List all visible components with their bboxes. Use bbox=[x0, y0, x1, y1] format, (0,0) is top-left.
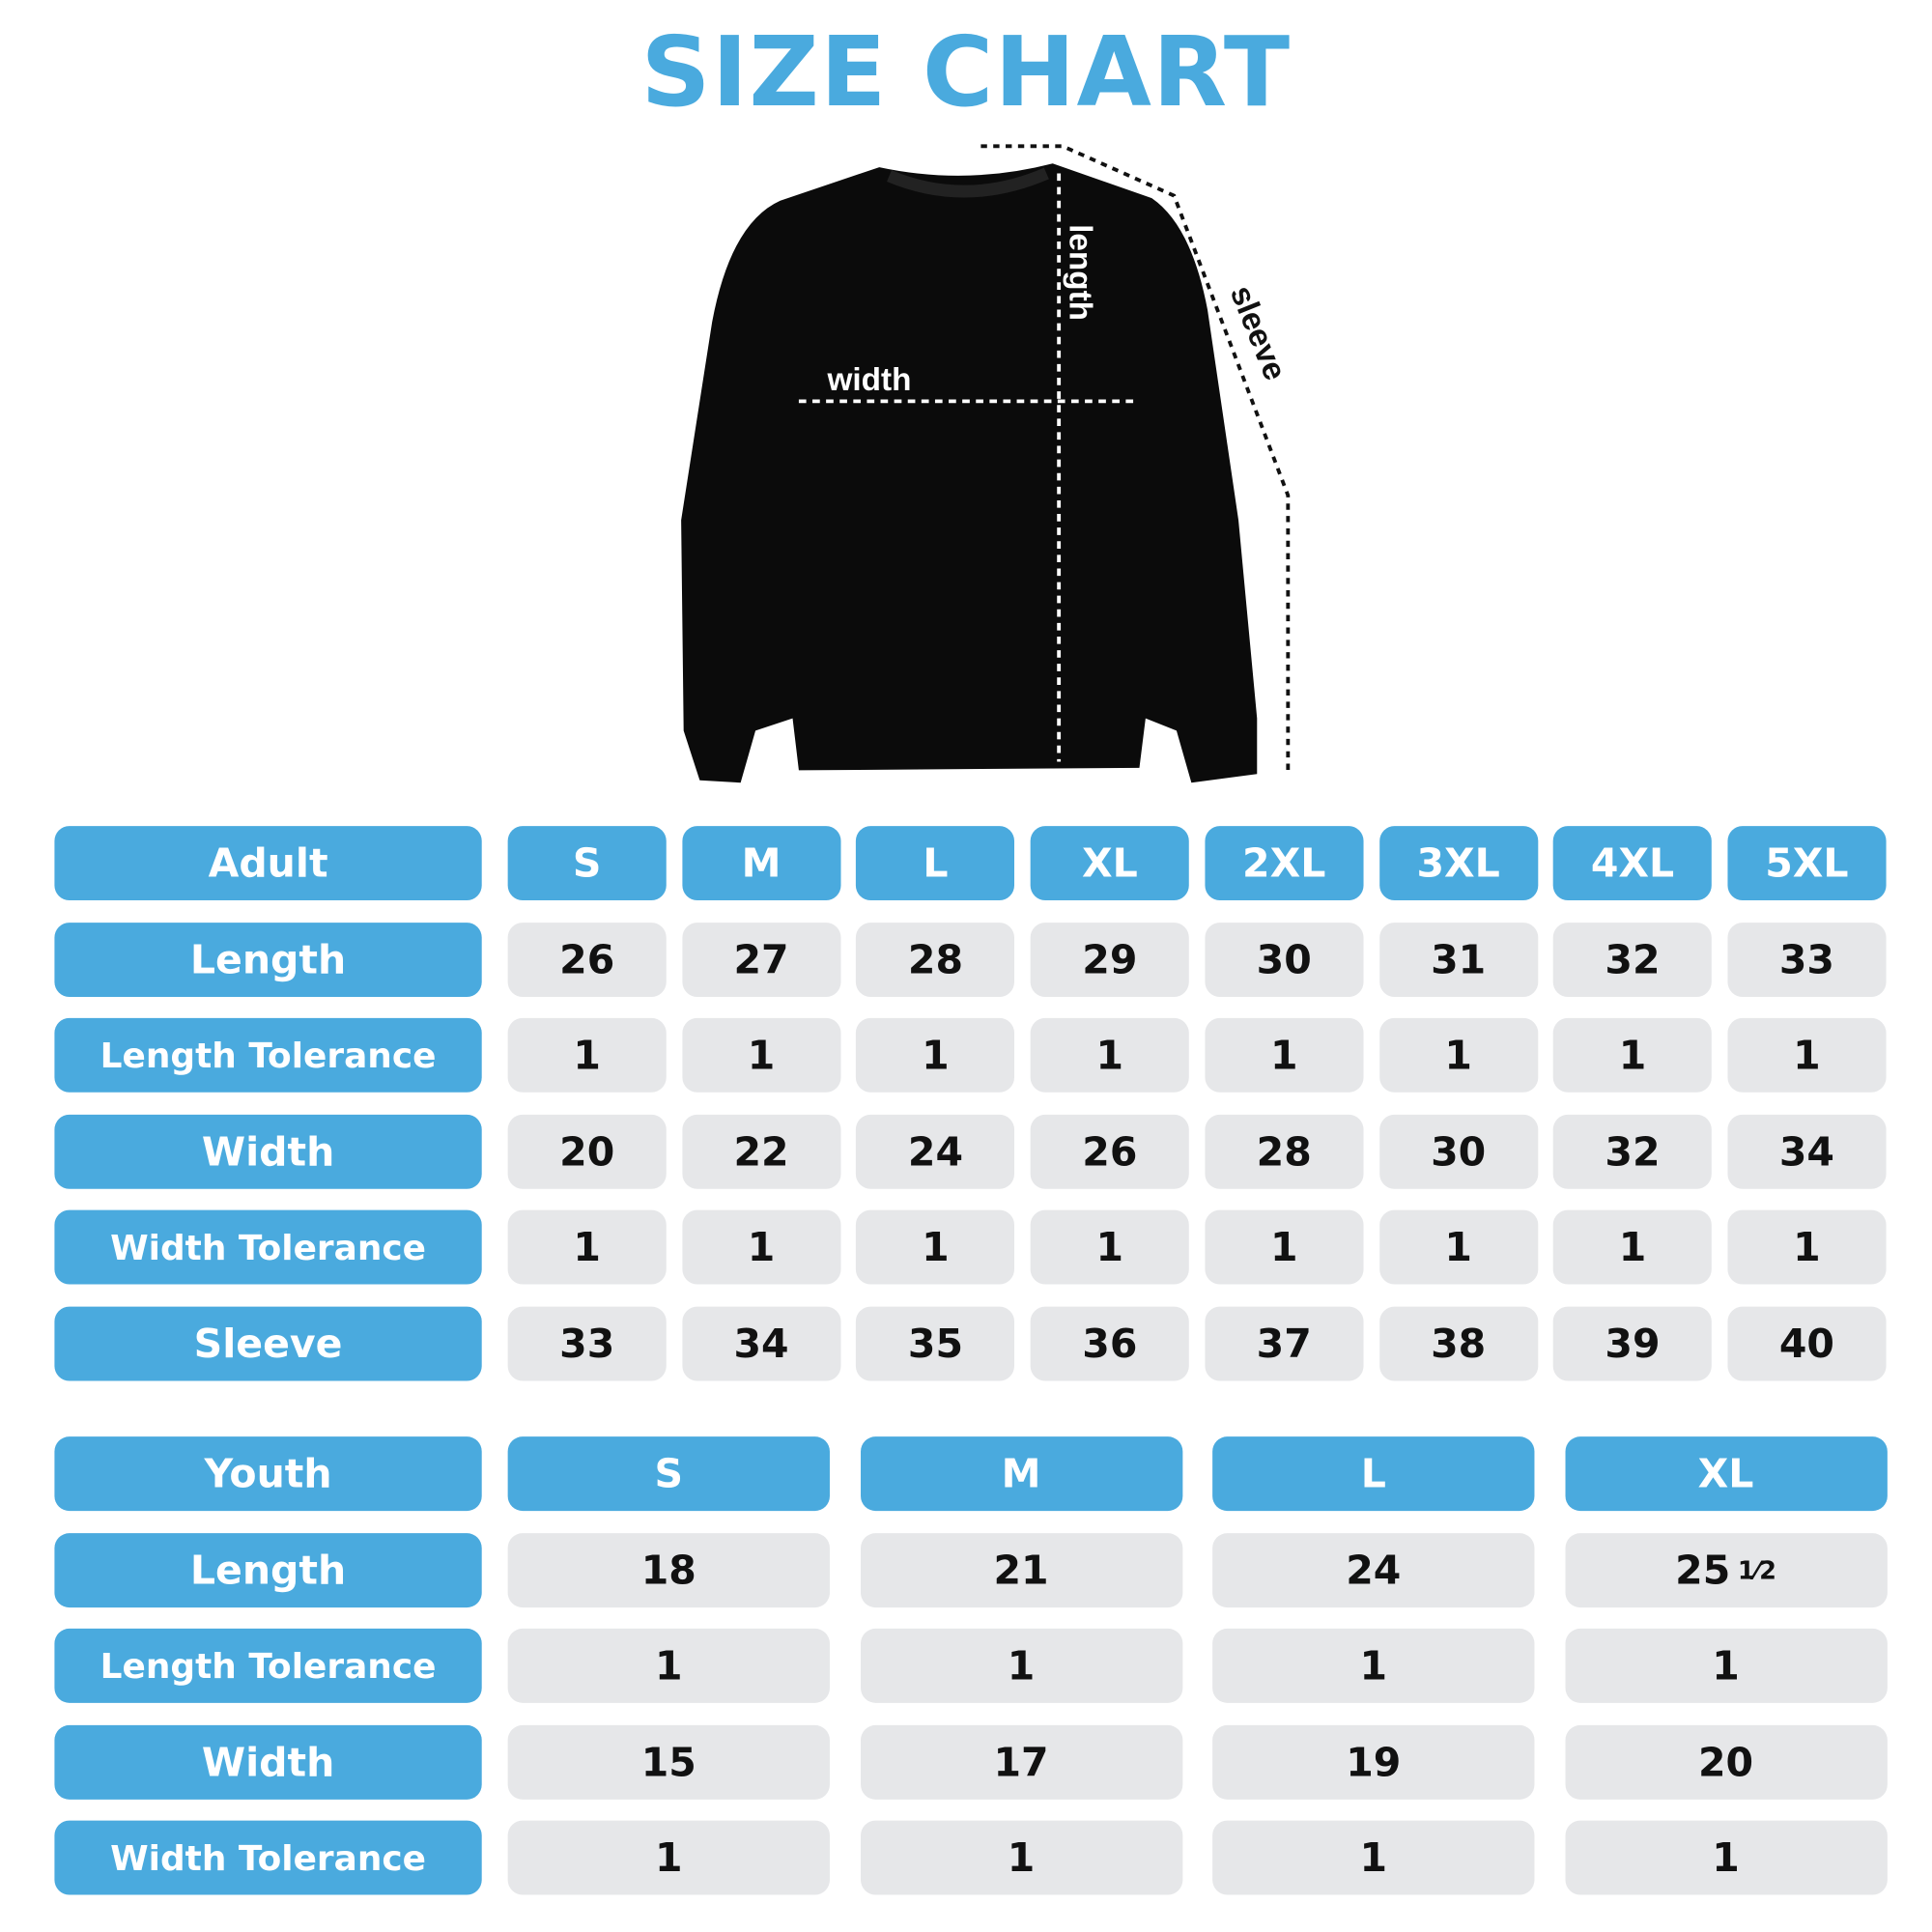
fraction-part: 25 bbox=[1675, 1546, 1731, 1594]
table-cell: 1 bbox=[507, 1210, 667, 1285]
table-cell: 1 bbox=[860, 1821, 1182, 1896]
table-cell: 33 bbox=[1727, 922, 1887, 997]
table-cell: 1 bbox=[1205, 1210, 1364, 1285]
size-header: L bbox=[856, 826, 1015, 901]
table-cell: 1 bbox=[1205, 1018, 1364, 1094]
table-cell: 30 bbox=[1205, 922, 1364, 997]
table-cell: 31 bbox=[1378, 922, 1538, 997]
table-cell: 1 bbox=[1564, 1821, 1888, 1896]
table-cell: 39 bbox=[1552, 1306, 1713, 1381]
row-label: Length bbox=[54, 1532, 482, 1607]
sleeve-label: sleeve bbox=[1223, 281, 1293, 385]
row-label: Sleeve bbox=[54, 1306, 482, 1381]
length-label: length bbox=[1063, 224, 1098, 321]
table-cell: 24 bbox=[1212, 1532, 1535, 1607]
table-cell: 15 bbox=[507, 1724, 830, 1800]
size-header: 4XL bbox=[1552, 826, 1713, 901]
table-cell: 1 bbox=[1564, 1629, 1888, 1704]
table-cell: 1 bbox=[1552, 1018, 1713, 1094]
table-cell: 27 bbox=[682, 922, 841, 997]
table-cell: 26 bbox=[507, 922, 667, 997]
table-cell: 1 bbox=[507, 1821, 830, 1896]
table-cell: 30 bbox=[1378, 1114, 1538, 1189]
table-cell: 1 bbox=[1378, 1210, 1538, 1285]
table-cell: 34 bbox=[682, 1306, 841, 1381]
table-cell: 28 bbox=[1205, 1114, 1364, 1189]
table-cell: 1 bbox=[856, 1210, 1015, 1285]
size-header: 2XL bbox=[1205, 826, 1364, 901]
table-cell: 29 bbox=[1030, 922, 1189, 997]
table-cell: 17 bbox=[860, 1724, 1182, 1800]
table-cell: 21 bbox=[860, 1532, 1182, 1607]
table-cell: 25 1 ⁄ 2 bbox=[1564, 1532, 1888, 1607]
table-cell: 1 bbox=[1212, 1821, 1535, 1896]
table-cell: 36 bbox=[1030, 1306, 1189, 1381]
table-cell: 18 bbox=[507, 1532, 830, 1607]
table-cell: 20 bbox=[507, 1114, 667, 1189]
row-label: Length bbox=[54, 922, 482, 997]
title: SIZE CHART bbox=[640, 16, 1292, 129]
row-label: Length Tolerance bbox=[54, 1629, 482, 1704]
row-label: Width Tolerance bbox=[54, 1821, 482, 1896]
sweater-diagram: width length sleeve bbox=[681, 144, 1293, 783]
row-label: Width bbox=[54, 1114, 482, 1189]
table-cell: 1 bbox=[1727, 1018, 1887, 1094]
size-header: S bbox=[507, 1436, 830, 1512]
table-cell: 32 bbox=[1552, 922, 1713, 997]
table-cell: 1 bbox=[682, 1018, 841, 1094]
sleeve-line bbox=[980, 144, 1291, 775]
table-cell: 1 bbox=[1212, 1629, 1535, 1704]
size-header: 3XL bbox=[1378, 826, 1538, 901]
table-cell: 40 bbox=[1727, 1306, 1887, 1381]
table-cell: 1 bbox=[1030, 1210, 1189, 1285]
table-cell: 32 bbox=[1552, 1114, 1713, 1189]
table-cell: 26 bbox=[1030, 1114, 1189, 1189]
size-header: M bbox=[860, 1436, 1182, 1512]
sweater bbox=[681, 163, 1258, 783]
collar bbox=[887, 167, 1049, 198]
size-header: M bbox=[682, 826, 841, 901]
table-heading: Adult bbox=[54, 826, 482, 901]
table-cell: 33 bbox=[507, 1306, 667, 1381]
table-cell: 19 bbox=[1212, 1724, 1535, 1800]
table-cell: 22 bbox=[682, 1114, 841, 1189]
table-cell: 1 bbox=[1552, 1210, 1713, 1285]
fraction-slash: ⁄ bbox=[1754, 1554, 1760, 1585]
table-heading: Youth bbox=[54, 1436, 482, 1512]
table-cell: 1 bbox=[507, 1018, 667, 1094]
size-header: S bbox=[507, 826, 667, 901]
table-cell: 1 bbox=[1030, 1018, 1189, 1094]
width-label: width bbox=[826, 362, 911, 398]
table-cell: 1 bbox=[682, 1210, 841, 1285]
table-cell: 1 bbox=[507, 1629, 830, 1704]
table-cell: 34 bbox=[1727, 1114, 1887, 1189]
table-cell: 20 bbox=[1564, 1724, 1888, 1800]
table-cell: 35 bbox=[856, 1306, 1015, 1381]
row-label: Width Tolerance bbox=[54, 1210, 482, 1285]
table-cell: 1 bbox=[1727, 1210, 1887, 1285]
table-cell: 1 bbox=[1378, 1018, 1538, 1094]
table-cell: 1 bbox=[860, 1629, 1182, 1704]
table-cell: 38 bbox=[1378, 1306, 1538, 1381]
size-header: L bbox=[1212, 1436, 1535, 1512]
fraction-part: 1 bbox=[1737, 1554, 1755, 1585]
table-cell: 37 bbox=[1205, 1306, 1364, 1381]
row-label: Length Tolerance bbox=[54, 1018, 482, 1094]
size-header: 5XL bbox=[1727, 826, 1887, 901]
table-cell: 24 bbox=[856, 1114, 1015, 1189]
table-cell: 28 bbox=[856, 922, 1015, 997]
fraction-part: 2 bbox=[1759, 1554, 1776, 1585]
size-header: XL bbox=[1564, 1436, 1888, 1512]
table-cell: 1 bbox=[856, 1018, 1015, 1094]
row-label: Width bbox=[54, 1724, 482, 1800]
size-header: XL bbox=[1030, 826, 1189, 901]
